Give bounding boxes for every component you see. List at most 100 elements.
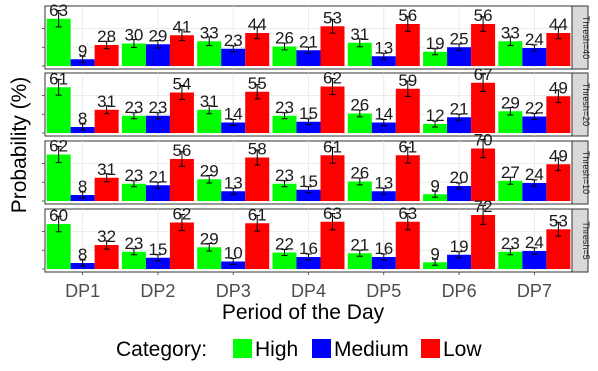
value-label: 61: [49, 69, 68, 88]
bar-medium-dp2: [145, 44, 170, 66]
bar-medium-dp3: [221, 48, 246, 66]
value-label: 29: [501, 93, 520, 112]
value-label: 31: [200, 92, 219, 111]
x-axis-title: Period of the Day: [222, 301, 385, 324]
value-label: 23: [148, 98, 167, 117]
value-label: 63: [323, 204, 342, 223]
legend-swatch-high: [233, 339, 252, 358]
bar-high-dp1: [46, 154, 71, 201]
value-label: 33: [200, 23, 219, 42]
value-label: 31: [350, 25, 369, 44]
value-label: 21: [299, 32, 318, 51]
value-label: 19: [450, 237, 469, 256]
value-label: 31: [97, 92, 116, 111]
value-label: 14: [374, 105, 393, 124]
bar-medium-dp5: [371, 191, 396, 201]
y-axis-title: Probability (%): [8, 77, 31, 214]
value-label: 24: [525, 30, 544, 49]
panel-thresh-10: 62 8 31 23 21 56 29 13 58 23 15 61 26 13 61 9 20 70 27 24 49…: [42, 131, 591, 205]
legend-label-medium: Medium: [334, 338, 409, 361]
legend: Category: High Medium Low: [116, 338, 482, 361]
panel-strip-label: Thresh=40: [581, 16, 591, 59]
value-label: 13: [374, 38, 393, 57]
panel-strip-label: Thresh=5: [581, 221, 591, 259]
bar-medium-dp2: [145, 257, 170, 269]
bar-high-dp3: [197, 179, 222, 201]
x-tick-label: DP1: [65, 281, 100, 301]
bar-medium-dp3: [221, 122, 246, 133]
value-label: 16: [299, 239, 318, 258]
value-label: 15: [148, 240, 167, 259]
value-label: 49: [549, 78, 568, 97]
bar-high-dp2: [121, 115, 146, 133]
value-label: 61: [248, 205, 267, 224]
chart-panels: 63 9 28 30 29 41 33 23 44 26 21 53 31 13 56 19 25 56 33 24 4…: [42, 1, 591, 273]
value-label: 62: [172, 205, 191, 224]
value-label: 16: [374, 239, 393, 258]
value-label: 54: [172, 75, 191, 94]
value-label: 14: [224, 105, 243, 124]
value-label: 23: [224, 31, 243, 50]
x-tick-label: DP7: [517, 281, 552, 301]
value-label: 10: [224, 244, 243, 263]
panel-thresh-40: 63 9 28 30 29 41 33 23 44 26 21 53 31 13 56 19 25 56 33 24 4…: [42, 1, 591, 70]
bar-medium-dp7: [522, 183, 547, 201]
value-label: 44: [549, 15, 568, 34]
bar-high-dp4: [272, 46, 297, 66]
value-label: 49: [549, 146, 568, 165]
value-label: 20: [450, 168, 469, 187]
legend-label-high: High: [255, 338, 298, 361]
bar-high-dp5: [347, 42, 372, 66]
value-label: 23: [124, 98, 143, 117]
value-label: 70: [474, 131, 493, 150]
bar-medium-dp6: [447, 186, 472, 201]
bar-high-dp7: [498, 180, 523, 201]
x-tick-label: DP3: [216, 281, 251, 301]
bar-medium-dp7: [522, 48, 547, 66]
value-label: 63: [398, 204, 417, 223]
value-label: 9: [430, 244, 439, 263]
x-axis-ticks: DP1 DP2 DP3 DP4 DP5 DP6 DP7: [65, 272, 552, 301]
value-label: 53: [549, 211, 568, 230]
bar-high-dp6: [423, 124, 448, 133]
strip-background: [571, 5, 589, 70]
legend-swatch-medium: [312, 339, 331, 358]
value-label: 61: [323, 137, 342, 156]
value-label: 23: [124, 166, 143, 185]
value-label: 56: [398, 6, 417, 25]
bar-medium-dp4: [296, 50, 321, 66]
value-label: 44: [248, 15, 267, 34]
strip-background: [571, 140, 589, 205]
value-label: 8: [78, 177, 87, 196]
value-label: 23: [275, 98, 294, 117]
panel-thresh-5: 60 8 32 23 15 62 29 10 61 22 16 63 21 16 63 9 19 72 23 24 53…: [42, 197, 591, 273]
bar-high-dp4: [272, 115, 297, 133]
value-label: 19: [426, 34, 445, 53]
bar-medium-dp2: [145, 115, 170, 133]
value-label: 55: [248, 74, 267, 93]
bar-high-dp1: [46, 87, 71, 133]
value-label: 13: [224, 173, 243, 192]
value-label: 29: [200, 161, 219, 180]
value-label: 72: [474, 197, 493, 216]
value-label: 26: [350, 96, 369, 115]
value-label: 15: [299, 104, 318, 123]
value-label: 62: [49, 137, 68, 156]
x-tick-label: DP2: [140, 281, 175, 301]
value-label: 24: [525, 165, 544, 184]
bar-low-dp1: [94, 45, 119, 66]
value-label: 28: [97, 27, 116, 46]
value-label: 32: [97, 227, 116, 246]
bar-medium-dp2: [145, 185, 170, 201]
legend-swatch-low: [421, 339, 440, 358]
value-label: 29: [148, 26, 167, 45]
value-label: 62: [323, 69, 342, 88]
bar-medium-dp5: [371, 122, 396, 133]
value-label: 30: [124, 26, 143, 45]
value-label: 21: [450, 99, 469, 118]
bar-medium-dp5: [371, 257, 396, 269]
value-label: 29: [200, 229, 219, 248]
legend-title: Category:: [116, 338, 207, 361]
value-label: 23: [124, 234, 143, 253]
x-tick-label: DP4: [291, 281, 326, 301]
